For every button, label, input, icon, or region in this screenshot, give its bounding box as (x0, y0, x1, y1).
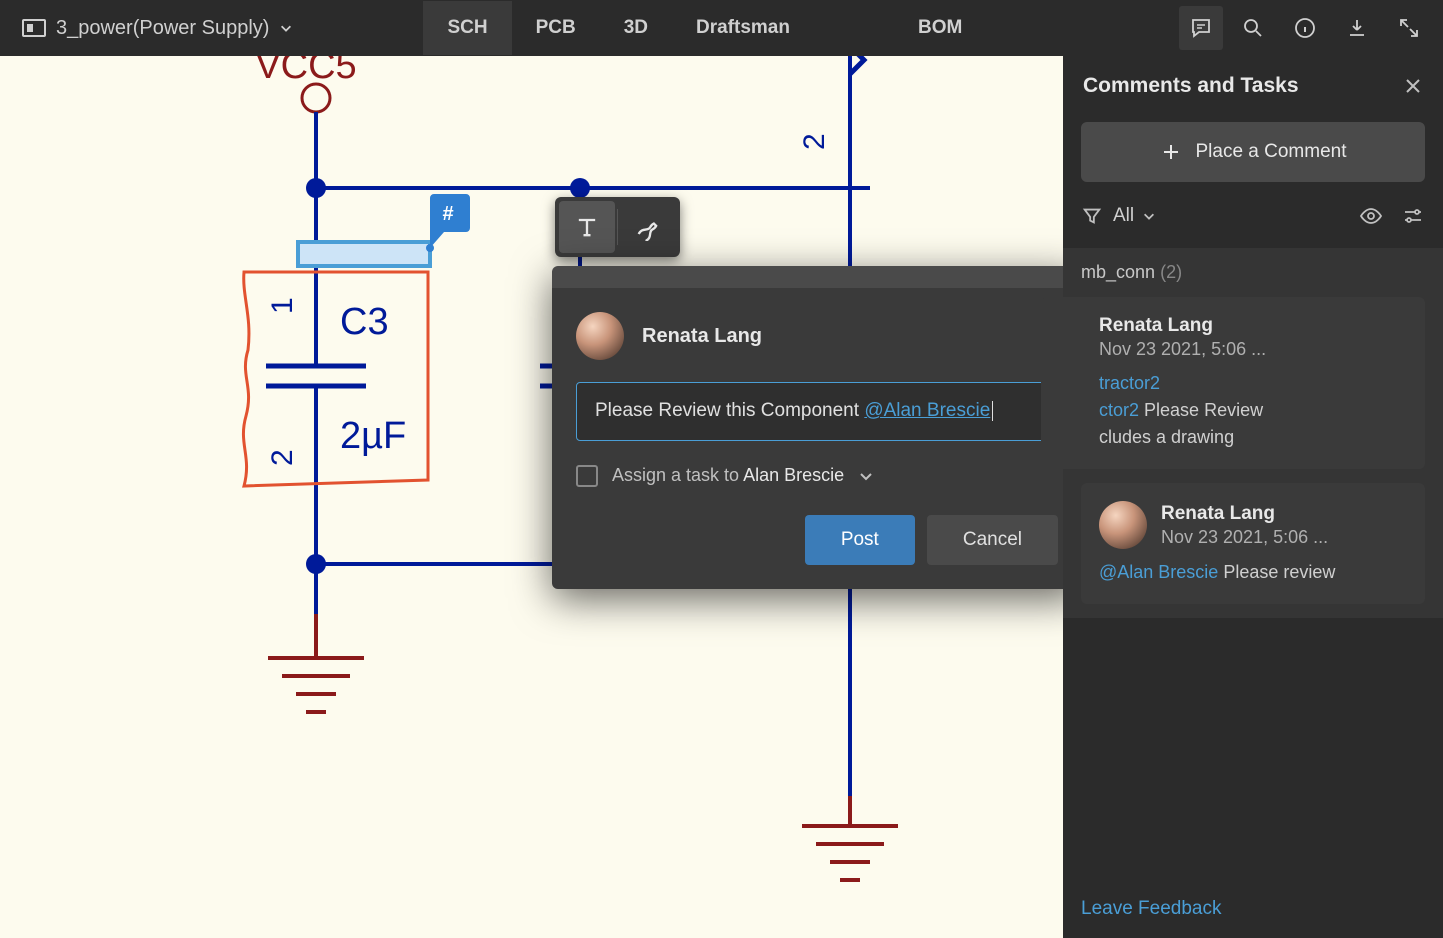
document-selector[interactable]: 3_power(Power Supply) (12, 11, 303, 46)
assign-checkbox[interactable] (576, 465, 598, 487)
svg-text:C3: C3 (340, 301, 389, 343)
popup-author-name: Renata Lang (642, 325, 762, 348)
svg-text:2: 2 (798, 133, 831, 150)
comment-group-header[interactable]: mb_conn (2) (1081, 262, 1425, 283)
avatar (1099, 501, 1147, 549)
place-comment-button[interactable]: Place a Comment (1081, 122, 1425, 182)
toolbar-right (1179, 6, 1431, 50)
comments-panel: Comments and Tasks Place a Comment All m… (1063, 56, 1443, 938)
cancel-button[interactable]: Cancel (927, 515, 1058, 565)
assign-label: Assign a task to Alan Brescie (612, 465, 844, 486)
filter-icon[interactable] (1081, 205, 1103, 227)
document-icon (22, 19, 46, 37)
svg-text:#: # (442, 203, 453, 225)
svg-text:1: 1 (266, 297, 299, 314)
comment-input[interactable]: Please Review this Component @Alan Bresc… (576, 382, 1058, 441)
leave-feedback-link[interactable]: Leave Feedback (1063, 880, 1443, 938)
comment-author: Renata Lang (1161, 503, 1328, 525)
svg-text:2: 2 (266, 449, 299, 466)
annotation-toolbar (555, 197, 680, 257)
tab-bom[interactable]: BOM (894, 1, 986, 55)
assign-task-row[interactable]: Assign a task to Alan Brescie (576, 465, 1058, 487)
comment-popup: Renata Lang Please Review this Component… (552, 266, 1082, 589)
tab-3d[interactable]: 3D (600, 1, 672, 55)
svg-text:2µF: 2µF (340, 415, 406, 457)
text-tool-button[interactable] (559, 201, 615, 253)
top-toolbar: 3_power(Power Supply) SCH PCB 3D Draftsm… (0, 0, 1443, 56)
mention-tag[interactable]: @Alan Brescie (864, 400, 990, 421)
vcc-label: VCC5 (255, 56, 356, 87)
comment-date: Nov 23 2021, 5:06 ... (1099, 339, 1407, 360)
plus-icon (1159, 140, 1183, 164)
download-icon[interactable] (1335, 6, 1379, 50)
close-icon[interactable] (1403, 76, 1423, 96)
tab-pcb[interactable]: PCB (512, 1, 600, 55)
avatar (576, 312, 624, 360)
document-title: 3_power(Power Supply) (56, 17, 269, 40)
filter-dropdown[interactable]: All (1113, 205, 1156, 227)
comment-card[interactable]: Renata Lang Nov 23 2021, 5:06 ... tracto… (1041, 297, 1425, 469)
tab-sch[interactable]: SCH (423, 1, 511, 55)
comment-author: Renata Lang (1099, 315, 1407, 337)
eye-icon[interactable] (1359, 204, 1383, 228)
draw-tool-button[interactable] (620, 201, 676, 253)
settings-icon[interactable] (1401, 204, 1425, 228)
info-icon[interactable] (1283, 6, 1327, 50)
chevron-down-icon (279, 21, 293, 35)
chevron-down-icon (858, 468, 874, 484)
comments-icon[interactable] (1179, 6, 1223, 50)
chevron-down-icon (1142, 209, 1156, 223)
post-button[interactable]: Post (805, 515, 915, 565)
comment-body: tractor2 ctor2 Please Review cludes a dr… (1099, 370, 1407, 451)
tab-draftsman[interactable]: Draftsman (672, 1, 814, 55)
comment-body: @Alan Brescie Please review (1099, 559, 1407, 586)
comment-card[interactable]: Renata Lang Nov 23 2021, 5:06 ... @Alan … (1081, 483, 1425, 604)
search-icon[interactable] (1231, 6, 1275, 50)
view-tabs: SCH PCB 3D Draftsman BOM (423, 1, 986, 55)
fullscreen-icon[interactable] (1387, 6, 1431, 50)
comment-date: Nov 23 2021, 5:06 ... (1161, 527, 1328, 548)
panel-title: Comments and Tasks (1083, 74, 1299, 98)
